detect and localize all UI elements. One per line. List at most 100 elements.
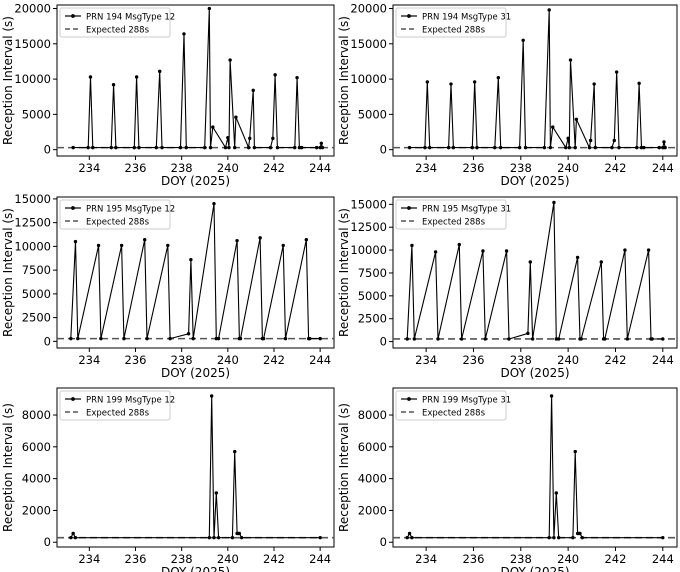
data-point [73,535,78,540]
data-point [99,336,103,341]
data-point [642,145,646,150]
chart-panel-4: 234 236 238 240 242 244 0 2500 5000 7500 10000 1250… [337,196,678,380]
data-point [252,145,257,150]
data-point [451,145,456,150]
plot-frame [56,196,335,349]
data-point [661,337,665,341]
x-tick-label: 234 [415,552,437,566]
x-tick-label: 244 [652,161,674,175]
data-point [564,145,568,150]
y-tick-label: 2000 [358,503,387,517]
data-point [145,336,149,341]
data-point [233,145,237,150]
data-point [273,73,277,77]
data-point [547,535,551,540]
y-tick-label: 7500 [22,263,51,277]
data-point [318,535,322,540]
y-axis-label: Reception Interval (s) [1,208,15,337]
data-point [251,88,255,93]
x-tick-label: 238 [171,353,193,367]
data-point [275,145,280,150]
data-point [223,145,228,150]
x-tick-label: 240 [217,353,239,367]
y-tick-label: 5000 [22,107,51,121]
data-point [208,145,213,150]
data-point [517,145,522,150]
data-point [457,242,461,247]
data-point [209,394,214,398]
data-point [483,337,487,341]
chart-panel-2: 234 236 238 240 242 244 0 5000 10000 15000 20000 DO… [337,2,678,188]
x-tick-label: 242 [604,161,626,175]
y-tick-label: 10000 [14,72,51,86]
data-point [592,82,596,86]
data-point [69,336,73,341]
y-tick-label: 2500 [358,312,387,326]
data-point [154,145,158,150]
data-point [405,337,409,341]
data-point [211,125,215,129]
data-point [410,535,414,540]
plot-frame [392,4,678,157]
x-tick-label: 234 [78,353,100,367]
data-point [481,249,485,253]
data-point [523,145,528,150]
data-point [556,535,561,540]
x-tick-label: 240 [217,161,239,175]
legend-expected-label: Expected 288s [422,409,486,419]
data-point [234,115,238,119]
legend-expected-label: Expected 288s [422,26,486,36]
x-tick-label: 240 [557,353,579,367]
data-point [246,145,251,150]
legend-series-label: PRN 199 MsgType 31 [422,396,511,406]
data-point [449,82,453,86]
legend-series-label: PRN 199 MsgType 12 [86,396,175,406]
data-point [76,336,80,341]
plot-frame [56,4,335,157]
data-point [212,535,216,540]
data-point [216,336,221,341]
legend-box [395,7,507,38]
y-tick-label: 8000 [358,408,387,422]
data-point [661,535,665,540]
y-tick-label: 10000 [350,243,387,257]
plot-frame [56,387,335,548]
data-point [158,69,162,74]
y-tick-label: 15000 [350,197,387,211]
data-point [425,80,430,84]
x-tick-label: 238 [510,161,532,175]
y-tick-label: 15000 [350,37,387,51]
data-point [293,145,297,150]
data-point [203,145,207,150]
data-point [472,80,477,84]
x-tick-label: 242 [263,161,285,175]
legend-box [59,199,171,230]
data-point [504,249,509,253]
data-point [271,136,275,141]
data-point [319,141,324,145]
data-point [580,535,585,540]
x-axis-label: DOY (2025) [500,565,569,572]
data-point [433,250,438,254]
series-line [409,9,666,150]
data-point [530,337,535,341]
y-axis-label: Reception Interval (s) [337,16,351,145]
data-point [547,8,551,12]
data-point [459,337,464,341]
data-point [239,535,244,540]
x-axis-label: DOY (2025) [161,565,230,572]
data-point [575,255,580,260]
x-tick-label: 236 [462,552,484,566]
data-point [258,236,262,240]
y-axis-label: Reception Interval (s) [337,403,351,532]
y-tick-label: 6000 [22,440,51,454]
x-tick-label: 236 [462,353,484,367]
x-tick-label: 244 [309,161,331,175]
data-point [261,336,266,341]
data-point [308,336,312,341]
x-tick-label: 236 [462,161,484,175]
y-tick-label: 2500 [22,311,51,325]
x-tick-label: 244 [652,552,674,566]
data-point [650,337,654,341]
data-point [186,332,191,336]
